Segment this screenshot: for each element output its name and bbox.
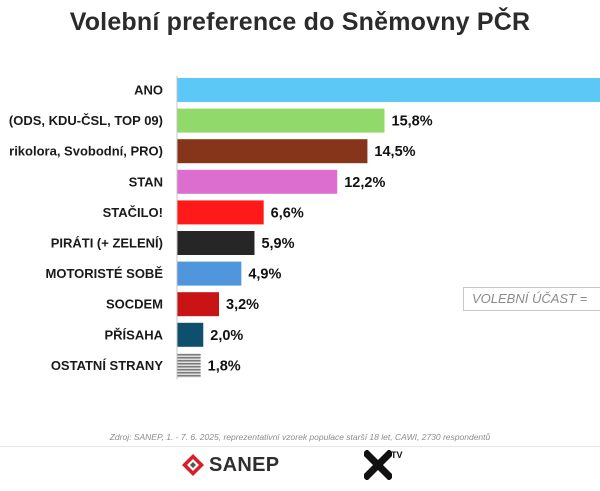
category-label-socdem: SOCDEM	[106, 297, 163, 312]
category-label-stacilo: STAČILO!	[103, 205, 163, 220]
bar-ostatni-strany	[177, 353, 201, 378]
bar-rikolora-svobodni-pro	[177, 139, 368, 164]
sanep-logo: SANEP	[180, 452, 279, 478]
bar-prisaha	[177, 322, 204, 347]
bar-motoriste-sobe	[177, 261, 242, 286]
category-label-rikolora-svobodni-pro: rikolora, Svobodní, PRO)	[9, 144, 163, 159]
footer-divider	[0, 446, 600, 447]
bar-stacilo	[177, 200, 264, 225]
bar-stan	[177, 169, 338, 194]
xtv-logo-sup: TV	[391, 450, 403, 460]
value-label-prisaha: 2,0%	[210, 328, 243, 344]
value-label-rikolora-svobodni-pro: 14,5%	[374, 144, 415, 160]
sanep-logo-text: SANEP	[209, 453, 280, 476]
category-label-prisaha: PŘÍSAHA	[104, 327, 163, 342]
bar-socdem	[177, 292, 220, 317]
value-label-stacilo: 6,6%	[271, 205, 304, 221]
value-label-pirati-zeleni: 5,9%	[261, 236, 294, 252]
value-label-motoriste-sobe: 4,9%	[248, 267, 281, 283]
bar-ods-kdu-csl-top-09	[177, 108, 385, 133]
chart-title: Volební preference do Sněmovny PČR	[69, 8, 531, 36]
value-label-ods-kdu-csl-top-09: 15,8%	[392, 114, 433, 130]
value-label-ostatni-strany: 1,8%	[208, 358, 241, 374]
turnout-annotation: VOLEBNÍ ÚČAST =	[463, 287, 600, 311]
bar-chart: ANO (ODS, KDU-ČSL, TOP 09) 15,8% rikolora, …	[9, 76, 600, 380]
sanep-logo-icon	[182, 454, 204, 476]
category-label-ostatni-strany: OSTATNÍ STRANY	[51, 358, 164, 373]
value-label-stan: 12,2%	[344, 175, 385, 191]
value-label-socdem: 3,2%	[226, 297, 259, 313]
bar-pirati-zeleni	[177, 231, 255, 255]
category-label-stan: STAN	[129, 174, 163, 189]
source-note: Zdroj: SANEP, 1. - 7. 6. 2025, reprezent…	[109, 432, 491, 442]
category-label-ano: ANO	[134, 83, 163, 98]
xtv-logo: TV	[362, 449, 403, 481]
bar-ano	[177, 78, 600, 102]
xtv-logo-mark	[362, 449, 394, 481]
category-label-ods-kdu-csl-top-09: (ODS, KDU-ČSL, TOP 09)	[9, 113, 163, 128]
category-label-pirati-zeleni: PIRÁTI (+ ZELENÍ)	[51, 236, 163, 251]
category-label-motoriste-sobe: MOTORISTÉ SOBĚ	[46, 266, 164, 281]
